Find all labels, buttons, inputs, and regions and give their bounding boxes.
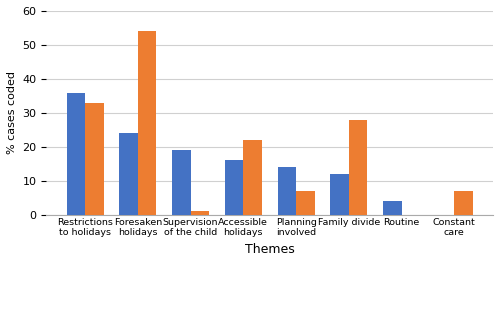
Bar (244, 140, 262, 215)
Bar (296, 191, 314, 215)
Bar (138, 31, 156, 215)
Bar (349, 120, 368, 215)
Bar (278, 167, 296, 215)
Bar (85, 103, 103, 215)
Bar (66, 93, 85, 215)
Y-axis label: % cases coded: % cases coded (7, 71, 17, 155)
Bar (330, 174, 349, 215)
Bar (120, 133, 138, 215)
Bar (225, 161, 244, 215)
Bar (172, 150, 191, 215)
X-axis label: Themes: Themes (245, 243, 294, 256)
Bar (190, 211, 209, 215)
Bar (454, 191, 473, 215)
Bar (383, 201, 402, 215)
